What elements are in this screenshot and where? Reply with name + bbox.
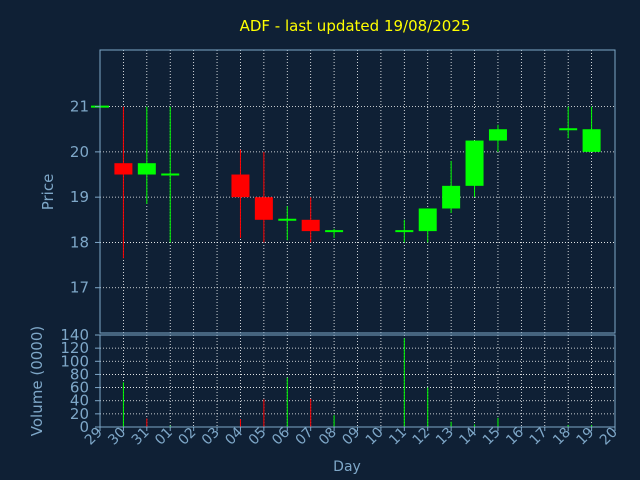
x-tick-label: 06 [269,424,293,448]
chart-title: ADF - last updated 19/08/2025 [240,17,471,35]
candle [488,124,507,152]
candle-body [114,163,133,175]
volume-tick-label: 80 [70,365,89,383]
x-tick-label: 08 [316,425,340,449]
candle-body [442,185,461,209]
price-grid [100,50,615,333]
candle [325,228,344,238]
price-tick-label: 20 [70,143,89,161]
volume-axis-label: Volume (0000) [28,326,46,436]
x-tick-label: 20 [597,425,621,449]
candle-body [137,163,156,175]
candle-body [231,174,250,198]
x-tick-label: 05 [246,425,270,449]
candle [582,106,601,152]
x-axis-label: Day [333,459,361,475]
x-tick-label: 13 [433,425,457,449]
x-tick-label: 02 [176,425,200,449]
volume-bars [99,338,593,427]
candle-body [582,129,601,152]
x-tick-label: 07 [293,425,317,449]
x-tick-label: 17 [527,425,551,449]
candle [254,151,273,243]
x-tick-label: 19 [573,425,597,449]
price-tick-label: 17 [70,279,89,297]
x-tick-label: 18 [550,425,574,449]
price-tick-label: 21 [70,98,89,116]
x-tick-label: 14 [456,424,480,448]
volume-tick-label: 20 [70,405,89,423]
candle [278,206,297,241]
candle-body [418,208,437,232]
x-tick-label: 09 [339,425,363,449]
volume-tick-label: 0 [79,418,89,436]
x-axis-ticks: 29 30 31 01 02 03 04 05 06 07 08 09 10 11 12 13 14 15 16 17… [82,424,621,448]
candle [161,106,180,243]
price-axis: 17 18 19 20 21 [70,49,616,334]
volume-tick-label: 140 [60,326,89,344]
x-tick-label: 30 [105,425,129,449]
candle [114,106,133,259]
x-tick-label: 11 [386,425,410,449]
candle [137,106,156,204]
volume-tick-label: 40 [70,392,89,410]
x-tick-label: 10 [363,425,387,449]
candle [442,160,461,214]
candle [418,208,437,243]
candle [465,140,484,198]
candle-body [254,197,273,220]
volume-tick-label: 60 [70,379,89,397]
x-tick-label: 04 [222,424,246,448]
x-tick-label: 16 [503,424,527,448]
candle [301,197,320,243]
candle-body [301,219,320,232]
price-axis-label: Price [39,174,57,211]
x-tick-label: 15 [480,425,504,449]
volume-grid [100,335,615,427]
x-tick-label: 12 [410,425,434,449]
candle-body [488,129,507,141]
price-tick-label: 18 [70,233,89,251]
price-tick-label: 19 [70,188,89,206]
candle [559,106,578,139]
price-candles [91,105,601,259]
x-tick-label: 01 [152,425,176,449]
volume-tick-label: 120 [60,339,89,357]
candle [231,149,250,238]
x-tick-label: 31 [129,425,153,449]
price-panel-frame [99,49,616,334]
candle [395,219,414,243]
volume-tick-label: 100 [60,352,89,370]
candle-body [465,140,484,186]
x-tick-label: 03 [199,425,223,449]
